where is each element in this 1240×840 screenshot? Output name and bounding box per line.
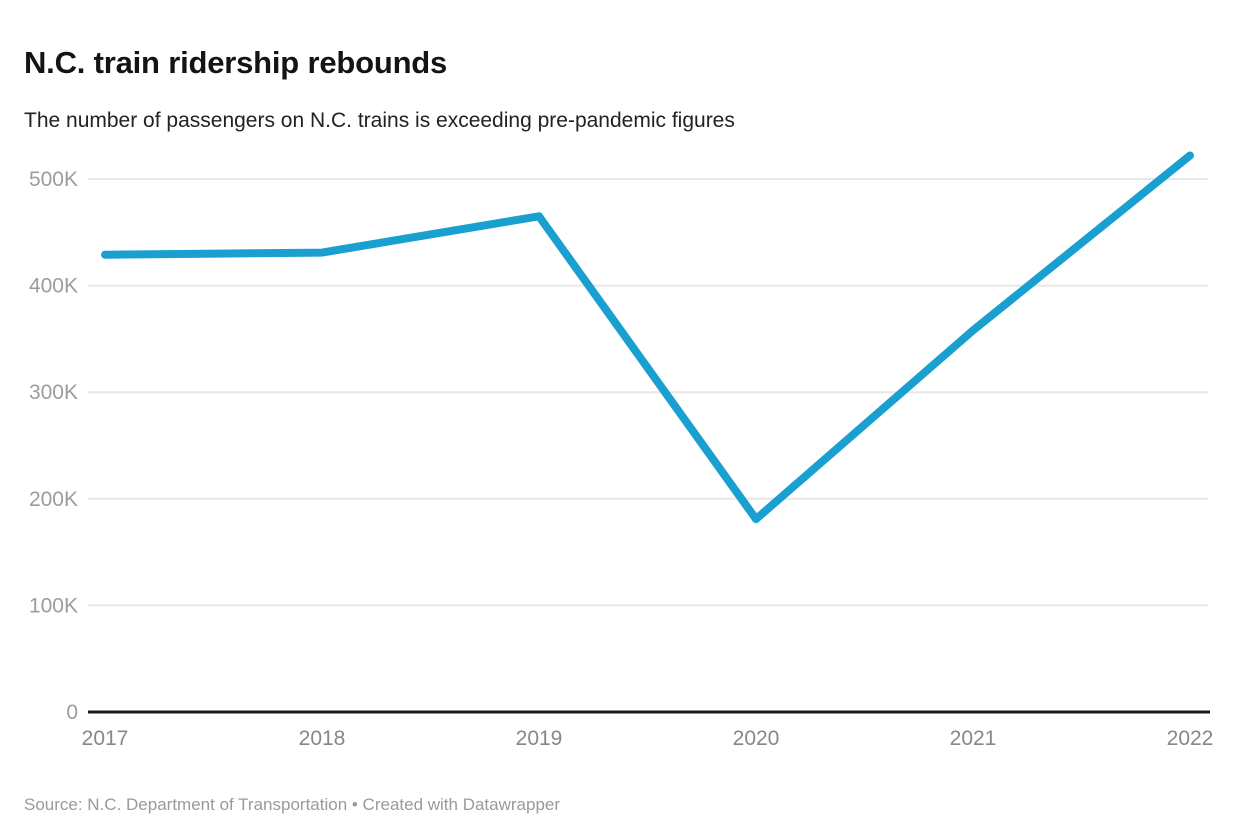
y-tick-label: 400K [29, 275, 78, 298]
y-tick-label: 500K [29, 168, 78, 191]
chart-subtitle: The number of passengers on N.C. trains … [24, 109, 735, 132]
source-attribution: Source: N.C. Department of Transportatio… [24, 795, 561, 814]
x-tick-label: 2020 [733, 727, 780, 750]
x-tick-label: 2018 [299, 727, 346, 750]
ridership-line [101, 151, 1194, 524]
y-tick-label: 300K [29, 381, 78, 404]
x-tick-label: 2017 [82, 727, 129, 750]
x-tick-label: 2019 [516, 727, 563, 750]
x-tick-label: 2021 [950, 727, 997, 750]
chart-title: N.C. train ridership rebounds [24, 44, 448, 80]
y-tick-label: 100K [29, 594, 78, 617]
y-tick-label: 200K [29, 488, 78, 511]
y-tick-label: 0 [66, 701, 78, 724]
x-tick-label: 2022 [1167, 727, 1214, 750]
